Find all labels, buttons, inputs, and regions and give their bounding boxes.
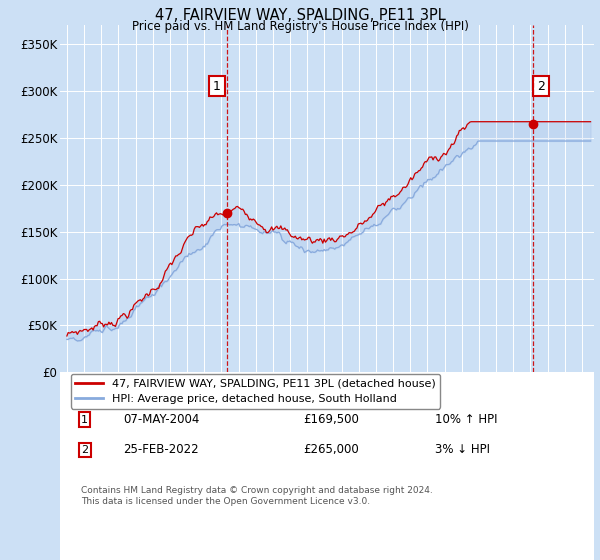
Text: 2: 2 xyxy=(537,80,545,93)
Text: Price paid vs. HM Land Registry's House Price Index (HPI): Price paid vs. HM Land Registry's House … xyxy=(131,20,469,32)
Text: 1: 1 xyxy=(213,80,221,93)
Text: £169,500: £169,500 xyxy=(303,413,359,426)
Text: 47, FAIRVIEW WAY, SPALDING, PE11 3PL: 47, FAIRVIEW WAY, SPALDING, PE11 3PL xyxy=(155,8,445,24)
Text: 07-MAY-2004: 07-MAY-2004 xyxy=(123,413,199,426)
Text: 2: 2 xyxy=(81,445,88,455)
Legend: 47, FAIRVIEW WAY, SPALDING, PE11 3PL (detached house), HPI: Average price, detac: 47, FAIRVIEW WAY, SPALDING, PE11 3PL (de… xyxy=(71,374,440,409)
Text: 25-FEB-2022: 25-FEB-2022 xyxy=(123,444,199,456)
Text: 1: 1 xyxy=(81,415,88,424)
Text: £265,000: £265,000 xyxy=(303,444,359,456)
Text: 3% ↓ HPI: 3% ↓ HPI xyxy=(435,444,490,456)
Text: Contains HM Land Registry data © Crown copyright and database right 2024.
This d: Contains HM Land Registry data © Crown c… xyxy=(81,486,433,506)
Text: 10% ↑ HPI: 10% ↑ HPI xyxy=(435,413,497,426)
